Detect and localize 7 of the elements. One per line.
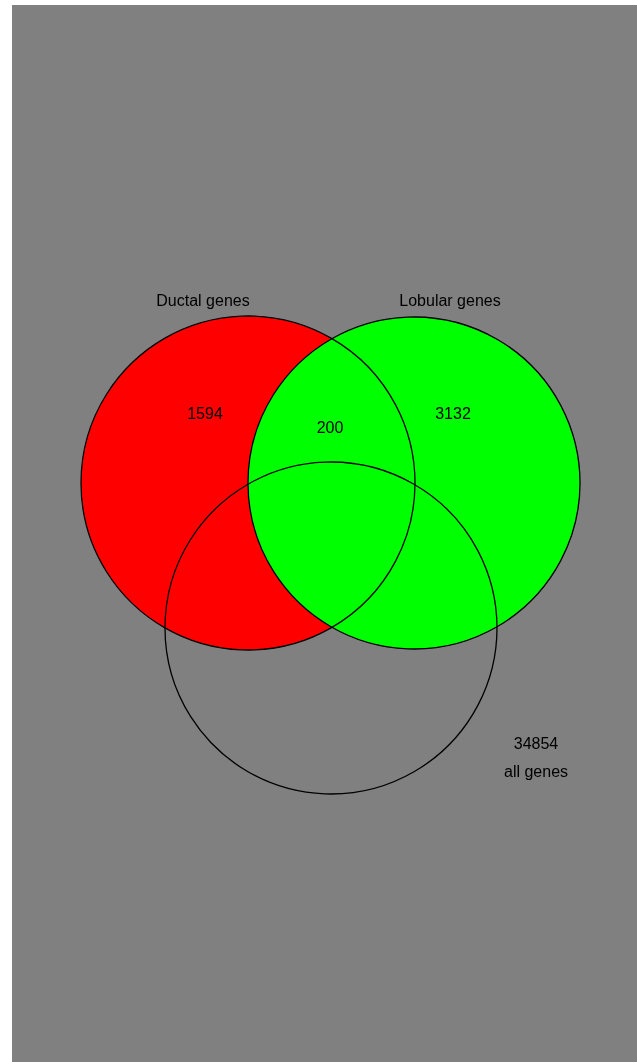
category-label: Lobular genes [399,291,501,309]
category-label: Ductal genes [156,291,250,309]
data-label: 1594 [187,404,223,422]
data-label: 3132 [435,404,471,422]
data-label: 200 [316,418,344,436]
data-label: 34854 [513,734,559,752]
category-label: all genes [503,762,569,780]
